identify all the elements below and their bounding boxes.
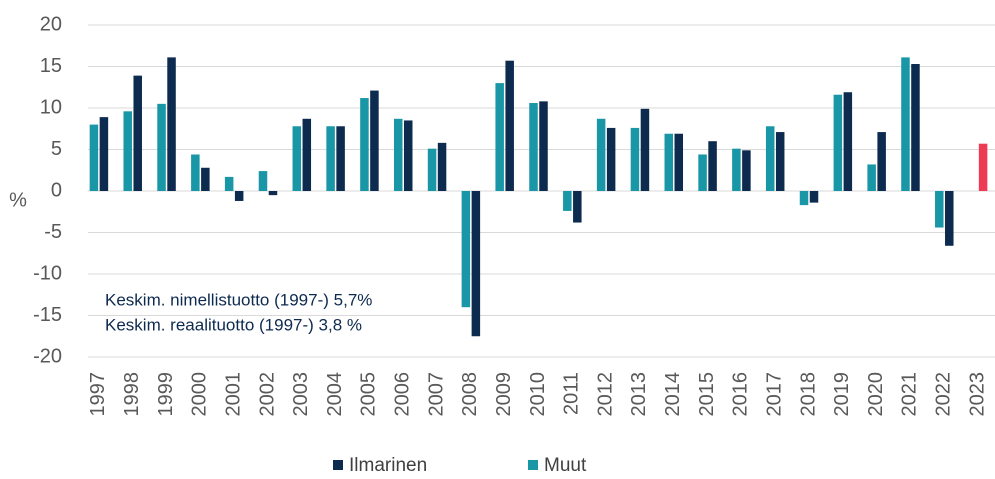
bar: [133, 75, 142, 191]
bar: [877, 132, 886, 191]
bar: [336, 126, 345, 191]
x-tick-label: 1999: [155, 372, 177, 417]
y-tick-label: 10: [40, 96, 62, 118]
bar: [573, 191, 582, 223]
bar: [742, 150, 751, 191]
bar: [89, 124, 99, 191]
y-axis-label: %: [9, 189, 27, 211]
x-tick-label: 1998: [121, 372, 143, 417]
legend-swatch: [333, 460, 343, 470]
x-tick-label: 2000: [189, 372, 211, 417]
bar: [799, 191, 809, 206]
x-tick-label: 2016: [730, 372, 752, 417]
bar: [157, 103, 166, 191]
x-tick-label: 2012: [594, 372, 616, 417]
x-tick-label: 2003: [290, 372, 312, 417]
x-tick-label: 2007: [425, 372, 447, 417]
x-tick-label: 2022: [933, 372, 955, 417]
x-tick-label: 2002: [256, 372, 278, 417]
bar: [596, 118, 606, 191]
x-tick-label: 2019: [831, 372, 853, 417]
bar: [911, 64, 920, 191]
x-tick-label: 2021: [899, 372, 921, 417]
x-tick-label: 2015: [696, 372, 718, 417]
bar: [708, 141, 717, 191]
x-tick-label: 2014: [662, 372, 684, 417]
bar: [901, 57, 910, 192]
bar: [167, 57, 176, 192]
bar: [224, 176, 234, 191]
y-tick-label: -15: [33, 304, 62, 326]
bar: [563, 191, 572, 211]
bar: [360, 98, 369, 191]
bar: [370, 90, 379, 191]
bar: [539, 101, 548, 191]
bar: [393, 118, 403, 191]
bar: [765, 126, 775, 191]
y-tick-label: -10: [33, 262, 62, 284]
y-tick-label: -5: [44, 221, 62, 243]
legend-swatch: [528, 460, 538, 470]
bar: [674, 133, 684, 191]
bar: [664, 133, 674, 191]
bar: [268, 191, 278, 196]
x-tick-label: 2006: [392, 372, 414, 417]
bar: [234, 191, 244, 201]
annotation: Keskim. reaalituotto (1997-) 3,8 %: [105, 315, 362, 334]
bar: [326, 126, 335, 191]
x-tick-label: 1997: [87, 372, 109, 417]
bar: [630, 127, 640, 191]
bar: [191, 154, 200, 191]
bar: [471, 191, 481, 337]
bar: [461, 191, 471, 308]
bar: [302, 118, 312, 191]
x-tick-label: 2005: [358, 372, 380, 417]
y-tick-label: 5: [51, 138, 62, 160]
bar: [978, 143, 988, 191]
annotation: Keskim. nimellistuotto (1997-) 5,7%: [105, 290, 372, 309]
y-tick-label: 15: [40, 55, 62, 77]
x-tick-label: 2008: [459, 372, 481, 417]
bar: [505, 60, 514, 191]
legend-label: Muut: [544, 455, 587, 476]
bar: [99, 117, 109, 191]
x-tick-label: 2009: [493, 372, 515, 417]
bar: [935, 191, 944, 228]
bar: [698, 154, 707, 191]
y-tick-label: 0: [51, 179, 62, 201]
bar: [123, 111, 132, 191]
bar: [640, 108, 650, 191]
bar: [775, 132, 785, 191]
x-tick-label: 2020: [865, 372, 887, 417]
legend-label: Ilmarinen: [349, 455, 427, 476]
bar: [529, 103, 538, 191]
bar: [403, 120, 413, 191]
x-tick-label: 2018: [797, 372, 819, 417]
bar: [437, 142, 447, 191]
bar: [292, 126, 302, 191]
x-tick-label: 2011: [561, 372, 583, 415]
bar: [843, 92, 853, 191]
bar: [606, 127, 616, 191]
bar: [867, 164, 876, 191]
x-tick-label: 2001: [222, 372, 244, 417]
bar: [732, 148, 741, 191]
x-tick-label: 2013: [628, 372, 650, 417]
x-tick-label: 2017: [763, 372, 785, 417]
bar: [258, 171, 268, 191]
bar: [809, 191, 819, 203]
y-tick-label: -20: [33, 345, 62, 367]
y-tick-label: 20: [40, 13, 62, 35]
bar: [833, 94, 843, 191]
x-tick-label: 2004: [324, 372, 346, 417]
x-tick-label: 2010: [527, 372, 549, 417]
bar: [945, 191, 954, 246]
bar: [495, 83, 504, 191]
x-tick-label: 2023: [966, 372, 988, 417]
bar: [201, 167, 210, 191]
bar: [427, 148, 437, 191]
